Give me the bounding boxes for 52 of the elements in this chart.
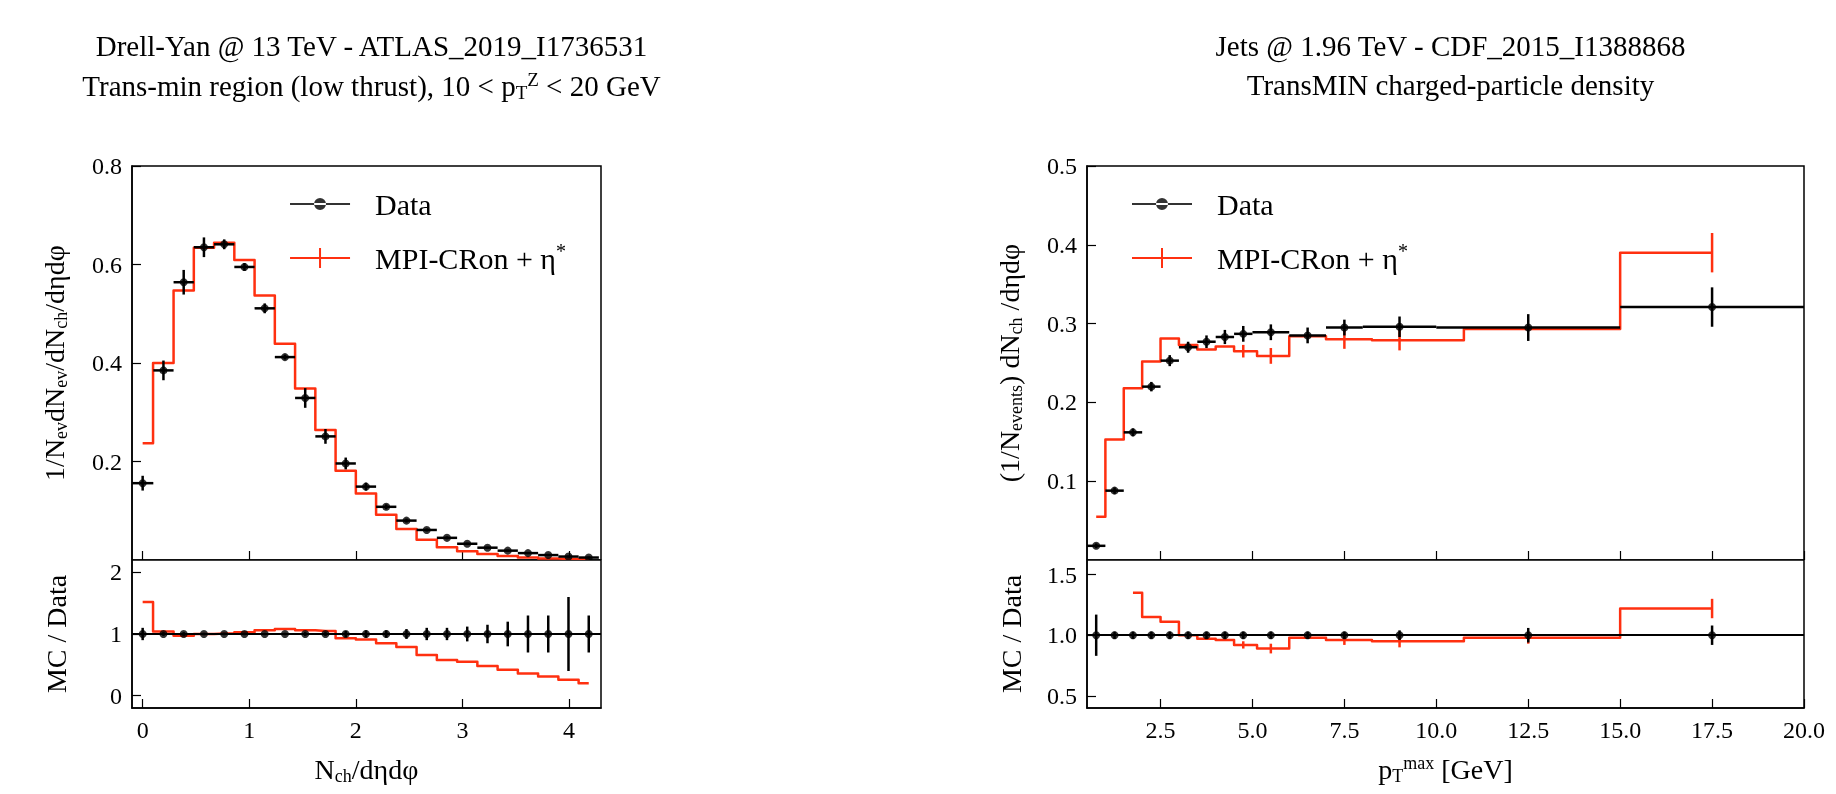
y-axis-title: MC / Data (40, 574, 72, 694)
y-axis-title: 1/NevdNev/dNch/dηdφ (39, 245, 71, 481)
chart-title: Jets @ 1.96 TeV - CDF_2015_I1388868 (1215, 29, 1686, 63)
x-tick-label: 0 (136, 717, 149, 743)
x-tick-label: 5.0 (1237, 717, 1268, 743)
y-tick-label: 0.4 (1047, 231, 1077, 258)
point (179, 278, 188, 287)
y-tick-label: 0.4 (92, 350, 122, 376)
y-tick-label: 0 (110, 682, 122, 709)
y-tick-label: 0.5 (1047, 153, 1077, 179)
point (1340, 323, 1349, 332)
x-tick-label: 20.0 (1783, 717, 1825, 743)
point (1524, 323, 1533, 332)
y-tick-label: 0.6 (92, 251, 122, 278)
y-axis-title: MC / Data (995, 574, 1027, 694)
point (1708, 303, 1717, 312)
point (138, 479, 147, 488)
point (159, 366, 168, 375)
y-tick-label: 1.5 (1047, 561, 1077, 588)
legend-label: Data (1217, 187, 1274, 221)
y-tick-label: 1.0 (1047, 622, 1077, 649)
x-tick-label: 12.5 (1507, 717, 1550, 743)
x-tick-label: 2 (349, 717, 362, 743)
point (1239, 329, 1248, 338)
chart-title: Drell-Yan @ 13 TeV - ATLAS_2019_I1736531 (95, 29, 648, 63)
point (1303, 331, 1312, 340)
y-tick-label: 2 (110, 559, 122, 586)
legend-label: MPI-CRon + η* (1217, 240, 1408, 275)
x-tick-label: 17.5 (1691, 717, 1734, 743)
point (199, 243, 208, 252)
y-tick-label: 0.2 (1047, 389, 1077, 416)
legend-label: Data (375, 187, 432, 221)
x-tick-label: 15.0 (1599, 717, 1642, 743)
y-axis-title: (1/Nevents) dNch /dηdφ (994, 243, 1026, 483)
y-tick-label: 1 (110, 621, 122, 647)
y-tick-label: 0.8 (92, 153, 122, 179)
x-tick-label: 10.0 (1415, 717, 1458, 743)
chart-subtitle: TransMIN charged-particle density (1246, 68, 1655, 101)
point (301, 393, 310, 402)
y-tick-label: 0.3 (1047, 310, 1077, 337)
x-tick-label: 7.5 (1329, 717, 1360, 743)
point (1266, 328, 1275, 337)
x-tick-label: 2.5 (1145, 717, 1176, 743)
point (1220, 333, 1229, 341)
x-tick-label: 4 (563, 717, 576, 743)
y-tick-label: 0.1 (1047, 468, 1077, 495)
y-tick-label: 0.2 (92, 448, 122, 475)
y-tick-label: 0.5 (1047, 682, 1077, 709)
x-tick-label: 3 (456, 717, 469, 743)
point (1395, 322, 1404, 331)
legend-label: MPI-CRon + η* (375, 240, 566, 275)
x-tick-label: 1 (243, 717, 256, 743)
